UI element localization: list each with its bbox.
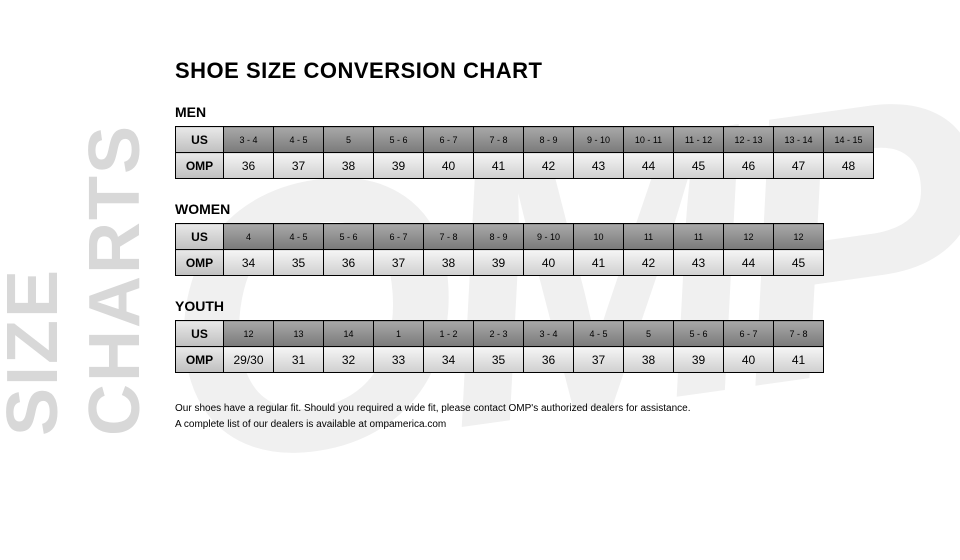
us-cell: 5 <box>624 321 674 347</box>
us-cell: 5 - 6 <box>374 127 424 153</box>
omp-cell: 41 <box>574 250 624 276</box>
us-cell: 5 - 6 <box>674 321 724 347</box>
us-cell: 14 - 15 <box>824 127 874 153</box>
us-cell: 9 - 10 <box>574 127 624 153</box>
section-heading-men: MEN <box>175 104 920 120</box>
us-cell: 7 - 8 <box>424 224 474 250</box>
us-cell: 12 <box>774 224 824 250</box>
omp-cell: 48 <box>824 153 874 179</box>
omp-cell: 35 <box>474 347 524 373</box>
omp-cell: 45 <box>674 153 724 179</box>
us-cell: 6 - 7 <box>424 127 474 153</box>
omp-cell: 38 <box>424 250 474 276</box>
us-cell: 5 - 6 <box>324 224 374 250</box>
omp-cell: 41 <box>474 153 524 179</box>
us-cell: 8 - 9 <box>524 127 574 153</box>
omp-cell: 47 <box>774 153 824 179</box>
omp-cell: 33 <box>374 347 424 373</box>
us-cell: 13 - 14 <box>774 127 824 153</box>
us-cell: 11 - 12 <box>674 127 724 153</box>
us-cell: 1 <box>374 321 424 347</box>
us-cell: 11 <box>674 224 724 250</box>
omp-cell: 36 <box>224 153 274 179</box>
omp-cell: 36 <box>324 250 374 276</box>
omp-cell: 38 <box>624 347 674 373</box>
row-label-us: US <box>176 224 224 250</box>
us-cell: 12 <box>224 321 274 347</box>
omp-cell: 44 <box>724 250 774 276</box>
page-title: SHOE SIZE CONVERSION CHART <box>175 58 920 84</box>
row-label-omp: OMP <box>176 250 224 276</box>
us-cell: 2 - 3 <box>474 321 524 347</box>
us-cell: 8 - 9 <box>474 224 524 250</box>
omp-cell: 40 <box>524 250 574 276</box>
us-cell: 7 - 8 <box>474 127 524 153</box>
omp-cell: 37 <box>374 250 424 276</box>
size-table-men: US 3 - 4 4 - 5 5 5 - 6 6 - 7 7 - 8 8 - 9… <box>175 126 874 179</box>
footnote-line: Our shoes have a regular fit. Should you… <box>175 401 920 417</box>
omp-cell: 44 <box>624 153 674 179</box>
footnote-line: A complete list of our dealers is availa… <box>175 417 920 433</box>
omp-cell: 37 <box>274 153 324 179</box>
us-cell: 13 <box>274 321 324 347</box>
omp-cell: 32 <box>324 347 374 373</box>
omp-cell: 43 <box>574 153 624 179</box>
omp-cell: 36 <box>524 347 574 373</box>
omp-cell: 39 <box>474 250 524 276</box>
omp-cell: 45 <box>774 250 824 276</box>
us-cell: 1 - 2 <box>424 321 474 347</box>
us-cell: 12 - 13 <box>724 127 774 153</box>
table-row: US 3 - 4 4 - 5 5 5 - 6 6 - 7 7 - 8 8 - 9… <box>176 127 874 153</box>
us-cell: 5 <box>324 127 374 153</box>
size-table-women: US 4 4 - 5 5 - 6 6 - 7 7 - 8 8 - 9 9 - 1… <box>175 223 824 276</box>
omp-cell: 39 <box>674 347 724 373</box>
us-cell: 4 - 5 <box>274 127 324 153</box>
omp-cell: 34 <box>224 250 274 276</box>
us-cell: 14 <box>324 321 374 347</box>
omp-cell: 29/30 <box>224 347 274 373</box>
us-cell: 6 - 7 <box>724 321 774 347</box>
omp-cell: 40 <box>724 347 774 373</box>
row-label-us: US <box>176 321 224 347</box>
us-cell: 7 - 8 <box>774 321 824 347</box>
omp-cell: 37 <box>574 347 624 373</box>
row-label-us: US <box>176 127 224 153</box>
section-heading-youth: YOUTH <box>175 298 920 314</box>
us-cell: 4 - 5 <box>274 224 324 250</box>
table-row: OMP 36 37 38 39 40 41 42 43 44 45 46 47 … <box>176 153 874 179</box>
omp-cell: 42 <box>624 250 674 276</box>
us-cell: 4 - 5 <box>574 321 624 347</box>
omp-cell: 41 <box>774 347 824 373</box>
us-cell: 10 <box>574 224 624 250</box>
table-row: OMP 29/30 31 32 33 34 35 36 37 38 39 40 … <box>176 347 824 373</box>
omp-cell: 31 <box>274 347 324 373</box>
us-cell: 3 - 4 <box>224 127 274 153</box>
table-row: US 12 13 14 1 1 - 2 2 - 3 3 - 4 4 - 5 5 … <box>176 321 824 347</box>
size-table-youth: US 12 13 14 1 1 - 2 2 - 3 3 - 4 4 - 5 5 … <box>175 320 824 373</box>
omp-cell: 46 <box>724 153 774 179</box>
us-cell: 4 <box>224 224 274 250</box>
us-cell: 6 - 7 <box>374 224 424 250</box>
omp-cell: 35 <box>274 250 324 276</box>
table-row: OMP 34 35 36 37 38 39 40 41 42 43 44 45 <box>176 250 824 276</box>
omp-cell: 40 <box>424 153 474 179</box>
us-cell: 9 - 10 <box>524 224 574 250</box>
footnote: Our shoes have a regular fit. Should you… <box>175 401 920 433</box>
table-row: US 4 4 - 5 5 - 6 6 - 7 7 - 8 8 - 9 9 - 1… <box>176 224 824 250</box>
us-cell: 11 <box>624 224 674 250</box>
omp-cell: 38 <box>324 153 374 179</box>
section-heading-women: WOMEN <box>175 201 920 217</box>
us-cell: 10 - 11 <box>624 127 674 153</box>
us-cell: 12 <box>724 224 774 250</box>
omp-cell: 34 <box>424 347 474 373</box>
content-area: SHOE SIZE CONVERSION CHART MEN US 3 - 4 … <box>0 0 960 433</box>
omp-cell: 43 <box>674 250 724 276</box>
row-label-omp: OMP <box>176 347 224 373</box>
us-cell: 3 - 4 <box>524 321 574 347</box>
omp-cell: 39 <box>374 153 424 179</box>
omp-cell: 42 <box>524 153 574 179</box>
row-label-omp: OMP <box>176 153 224 179</box>
